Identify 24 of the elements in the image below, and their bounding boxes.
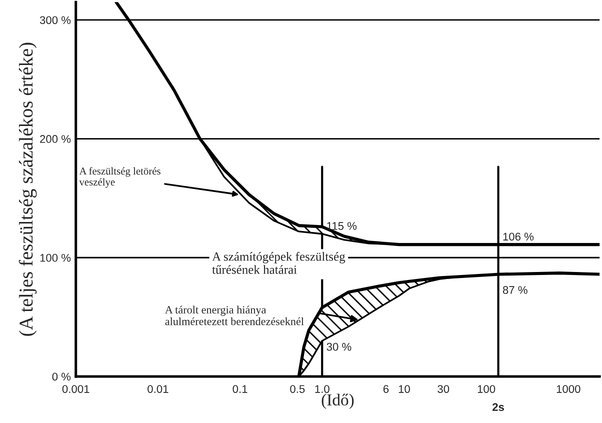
x-tick-label: 30 — [438, 385, 450, 393]
y-tick-label: 0 % — [52, 372, 71, 381]
x-tick-label: 10 — [398, 385, 410, 393]
x-tick-label: 0.1 — [232, 385, 248, 393]
y-tick-label: 100 % — [40, 254, 71, 262]
annotation: 87 % — [502, 286, 528, 294]
annotation: A számítógépek feszültség tűrésének határai — [212, 252, 346, 274]
x-tick-label: 6 — [383, 385, 389, 393]
x-axis-title: (Idő) — [322, 394, 354, 409]
x-tick-label: 0.01 — [148, 385, 168, 393]
y-tick-label: 300 % — [40, 16, 71, 24]
x-tick-label: 1.0 — [315, 385, 330, 393]
x-tick-label: 1000 — [556, 385, 580, 393]
y-axis-title: (A teljes feszültség százalékos értéke) — [18, 42, 37, 336]
x-tick-label: 100 — [478, 385, 496, 393]
annotation: A feszültség letörés veszélye — [79, 167, 160, 188]
x-tick-label: 0.001 — [62, 385, 90, 393]
annotation: 106 % — [503, 232, 534, 241]
ref-line-label: 2s — [492, 403, 504, 412]
annotation: A tárolt energia hiánya alulméretezett berendezéseknél — [164, 306, 304, 326]
x-tick-label: 0.5 — [290, 385, 305, 393]
annotation: 30 % — [326, 342, 352, 351]
annotation: 115 % — [327, 222, 357, 230]
y-tick-label: 200 % — [40, 135, 71, 143]
